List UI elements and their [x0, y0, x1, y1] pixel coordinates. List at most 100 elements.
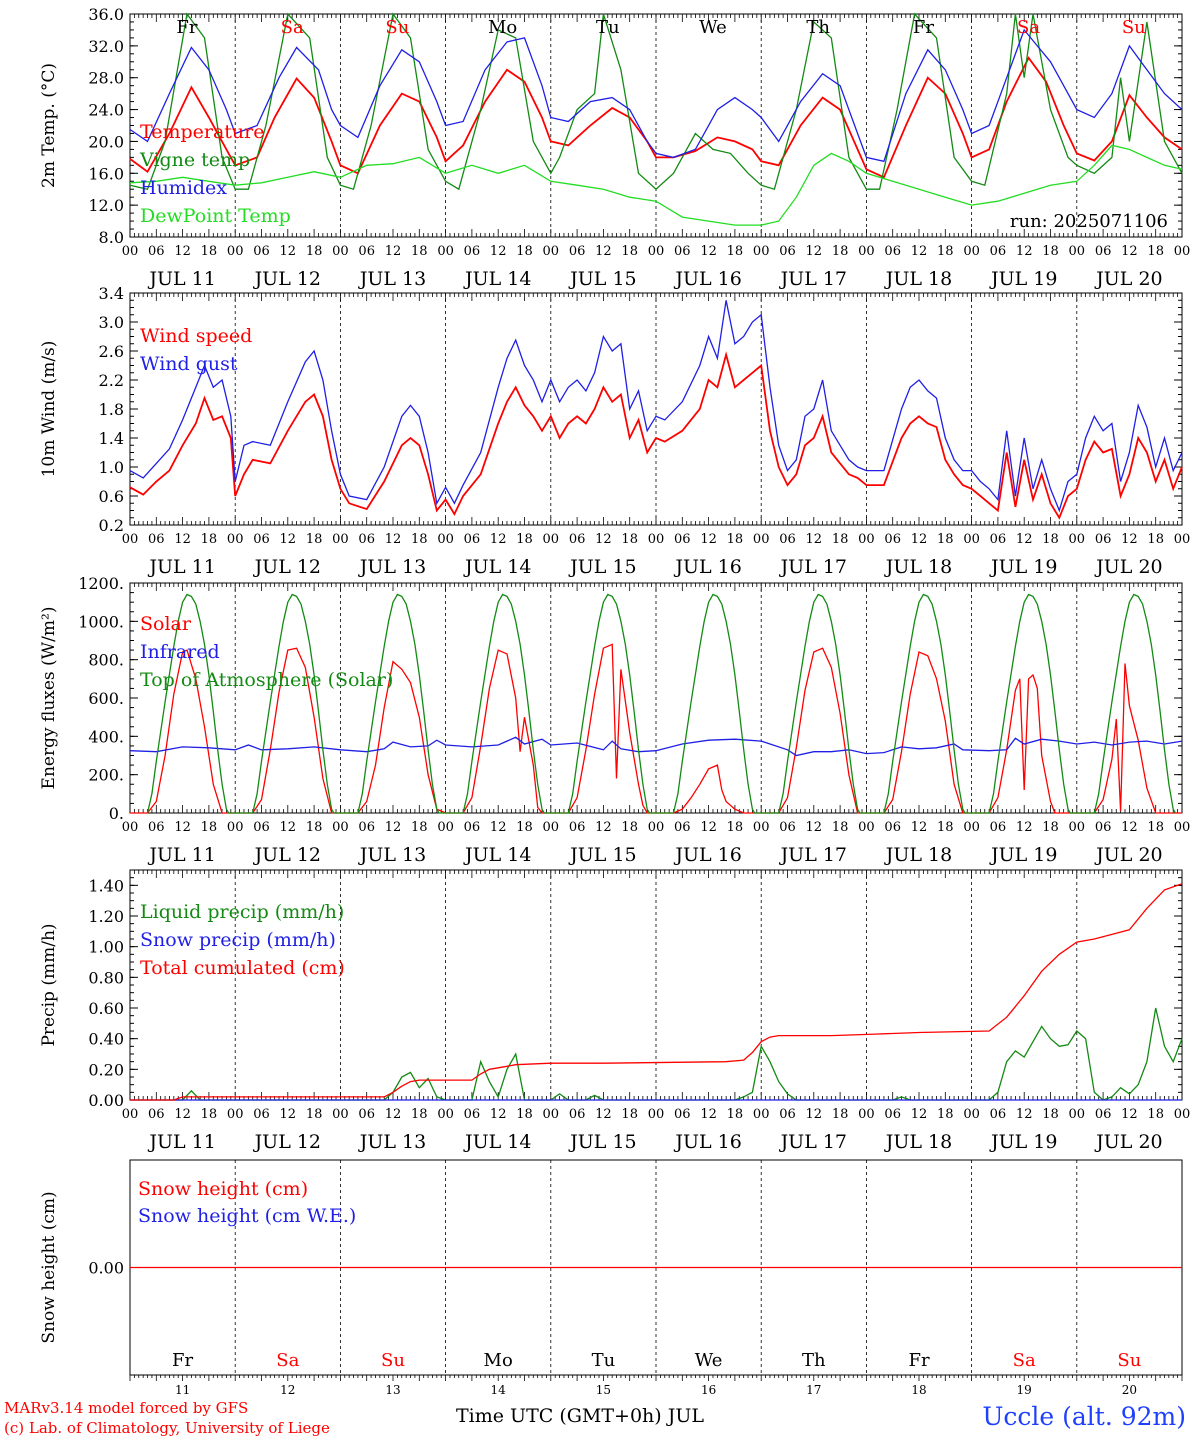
- x-hour-label: 00: [1174, 532, 1191, 547]
- x-day-label: JUL 13: [358, 1131, 426, 1153]
- x-hour-label: 18: [1042, 532, 1059, 547]
- x-hour-label: 06: [464, 820, 481, 835]
- x-hour-label: 12: [174, 532, 191, 547]
- panel-temp: 8.0 12.0 16.0 20.0 24.0 28.0 32.0 36.0 2m Temp. …: [39, 5, 1190, 290]
- weekday-label: Mo: [488, 17, 517, 38]
- y-tick-label: 1.40: [88, 876, 124, 895]
- x-day-label: JUL 19: [989, 1131, 1057, 1153]
- x-day-label: JUL 13: [358, 556, 426, 578]
- x-hour-label: 12: [174, 244, 191, 259]
- x-hour-label: 00: [332, 820, 349, 835]
- x-hour-label: 06: [1095, 532, 1112, 547]
- x-day-label: JUL 20: [1094, 844, 1162, 866]
- x-hour-label: 18: [201, 244, 218, 259]
- x-hour-label: 12: [1121, 820, 1138, 835]
- x-hour-label: 00: [437, 820, 454, 835]
- day-number-label: 19: [1017, 1383, 1032, 1395]
- weekday-label: Su: [1122, 17, 1146, 38]
- x-day-label: JUL 17: [779, 1131, 847, 1153]
- x-hour-label: 12: [1016, 532, 1033, 547]
- y-tick-label: 0.00: [88, 1259, 124, 1278]
- x-hour-label: 06: [990, 1107, 1007, 1122]
- x-hour-label: 00: [332, 532, 349, 547]
- x-hour-label: 18: [937, 244, 954, 259]
- x-hour-label: 18: [306, 1107, 323, 1122]
- x-hour-label: 18: [621, 1107, 638, 1122]
- x-hour-label: 00: [543, 532, 560, 547]
- day-number-label: 15: [596, 1383, 611, 1395]
- y-tick-label: 20.0: [88, 132, 124, 151]
- y-tick-label: 0.2: [99, 516, 124, 535]
- x-hour-label: 00: [648, 820, 665, 835]
- x-hour-label: 06: [1095, 820, 1112, 835]
- x-hour-label: 18: [832, 1107, 849, 1122]
- x-hour-label: 00: [122, 244, 139, 259]
- series-line-infrared: [129, 736, 1183, 757]
- legend-entry: Temperature: [140, 121, 264, 143]
- x-hour-label: 18: [306, 244, 323, 259]
- x-hour-label: 00: [122, 820, 139, 835]
- x-hour-label: 00: [227, 1107, 244, 1122]
- x-hour-label: 00: [1174, 820, 1191, 835]
- day-number-label: 11: [175, 1383, 190, 1395]
- x-hour-label: 06: [884, 1107, 901, 1122]
- x-day-label: JUL 17: [779, 268, 847, 290]
- x-hour-label: 06: [148, 532, 165, 547]
- x-hour-label: 00: [437, 244, 454, 259]
- x-hour-label: 00: [858, 244, 875, 259]
- x-day-label: JUL 19: [989, 844, 1057, 866]
- day-number-label: 13: [385, 1383, 400, 1395]
- x-hour-label: 12: [911, 820, 928, 835]
- x-hour-label: 06: [779, 820, 796, 835]
- x-hour-label: 06: [884, 532, 901, 547]
- series-line-wind-gust: [129, 300, 1183, 513]
- legend-entry: Solar: [140, 613, 192, 635]
- x-hour-label: 00: [648, 244, 665, 259]
- legend-entry: Snow height (cm): [138, 1178, 308, 1200]
- x-hour-label: 12: [806, 532, 823, 547]
- weekday-label: Fr: [913, 17, 934, 38]
- x-hour-label: 06: [358, 1107, 375, 1122]
- y-tick-label: 0.40: [88, 1030, 124, 1049]
- x-hour-label: 12: [1121, 244, 1138, 259]
- x-hour-label: 06: [1095, 244, 1112, 259]
- x-hour-label: 12: [280, 820, 297, 835]
- x-hour-label: 00: [963, 244, 980, 259]
- x-hour-label: 06: [253, 532, 270, 547]
- x-hour-label: 06: [569, 244, 586, 259]
- x-hour-label: 18: [727, 1107, 744, 1122]
- y-tick-label: 32.0: [88, 37, 124, 56]
- day-number-label: 17: [806, 1383, 821, 1395]
- x-hour-label: 06: [884, 244, 901, 259]
- x-hour-label: 06: [253, 820, 270, 835]
- x-hour-label: 00: [963, 1107, 980, 1122]
- weekday-label: We: [699, 17, 727, 38]
- x-hour-label: 18: [411, 1107, 428, 1122]
- x-day-label: JUL 18: [884, 556, 952, 578]
- x-hour-label: 06: [990, 532, 1007, 547]
- x-hour-label: 18: [937, 1107, 954, 1122]
- weekday-label: Su: [381, 1350, 405, 1371]
- x-hour-label: 12: [700, 532, 717, 547]
- x-hour-label: 06: [148, 244, 165, 259]
- x-hour-label: 06: [569, 820, 586, 835]
- x-hour-label: 18: [1147, 1107, 1164, 1122]
- x-day-label: JUL 13: [358, 844, 426, 866]
- x-hour-label: 00: [227, 244, 244, 259]
- x-hour-label: 12: [1016, 820, 1033, 835]
- panel-snow: 0.00 Snow height (cm) Snow height (cm) Snow…: [39, 1159, 1183, 1395]
- day-number-label: 18: [911, 1383, 926, 1395]
- x-day-label: JUL 11: [147, 844, 215, 866]
- y-tick-label: 3.4: [99, 284, 124, 303]
- series-line-solar: [130, 643, 1182, 814]
- weekday-label: Sa: [1017, 17, 1040, 38]
- y-tick-label: 0.: [109, 804, 124, 823]
- x-hour-label: 00: [122, 1107, 139, 1122]
- x-hour-label: 06: [148, 1107, 165, 1122]
- x-hour-label: 18: [1042, 244, 1059, 259]
- weekday-label: Sa: [281, 17, 304, 38]
- x-hour-label: 00: [753, 532, 770, 547]
- series-line-liquid-precip-mm-h-: [130, 1007, 1183, 1101]
- x-day-label: JUL 14: [463, 844, 531, 866]
- y-axis-label: Energy fluxes (W/m²): [39, 607, 59, 790]
